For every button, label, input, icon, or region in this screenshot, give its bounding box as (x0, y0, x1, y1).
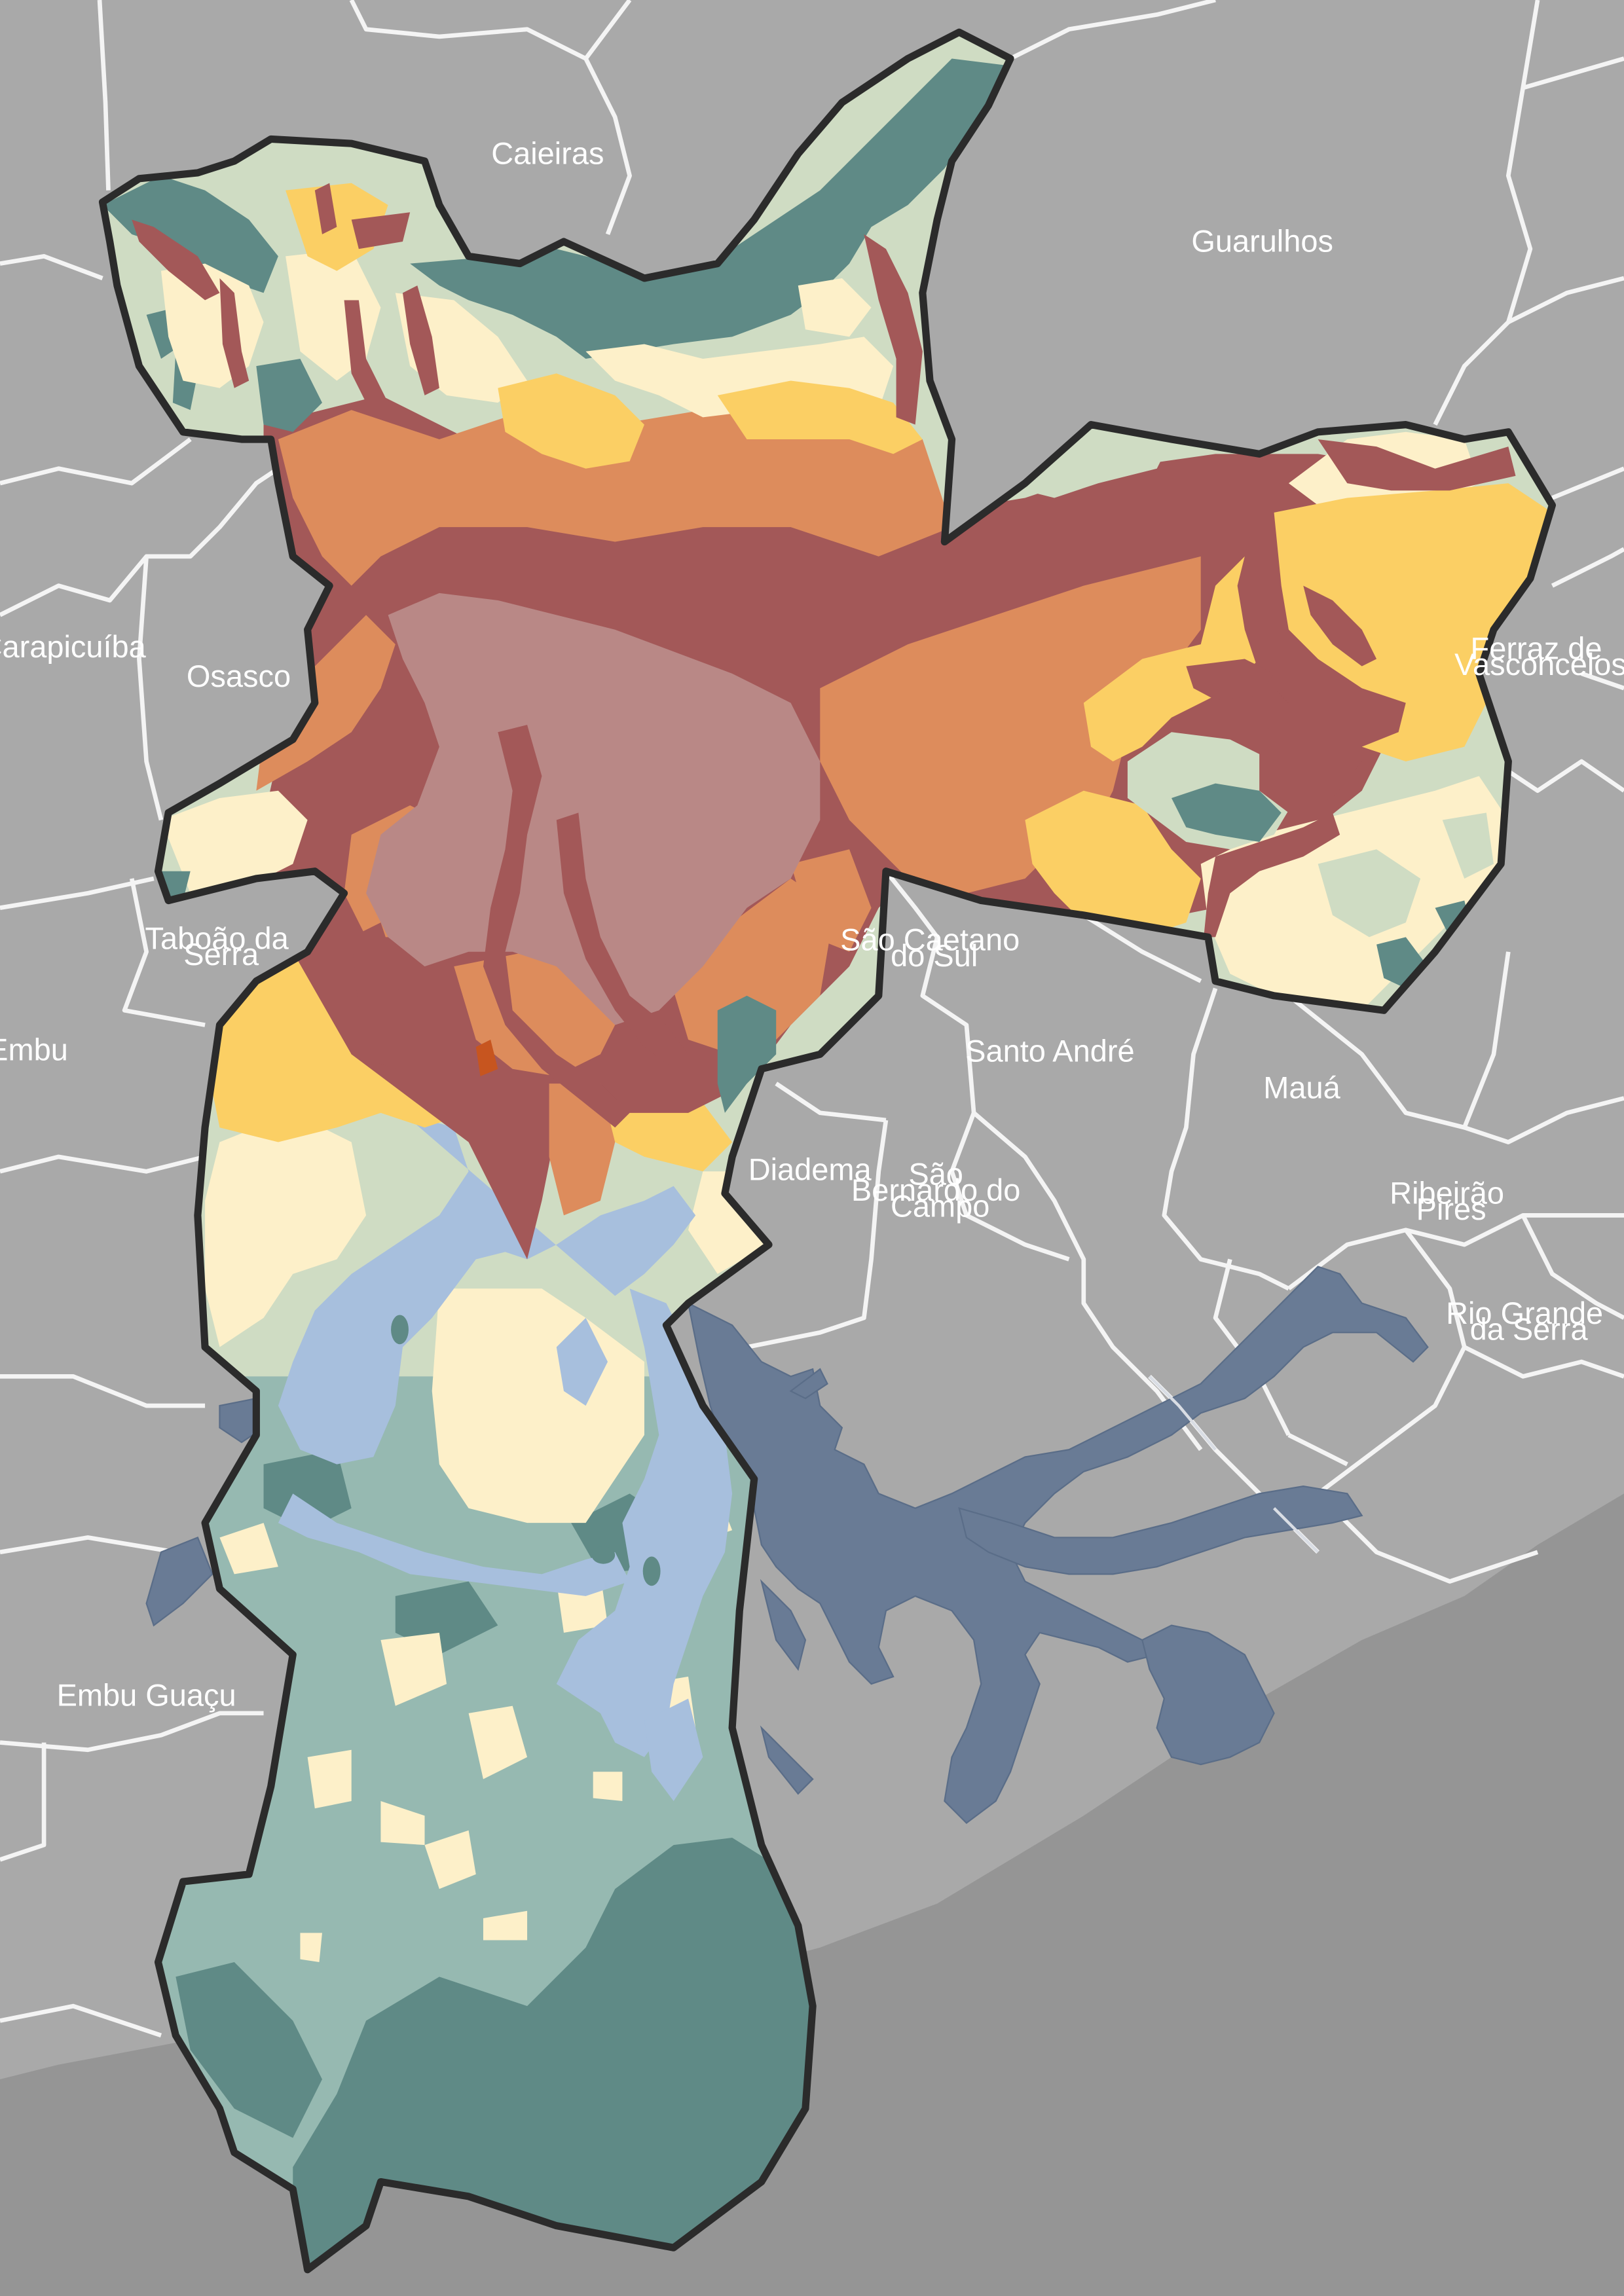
reservoir-crossings (1148, 1375, 1320, 1554)
label-santo-andre: Santo André (965, 1034, 1134, 1068)
label-embu-guacu: Embu Guaçu (57, 1678, 236, 1713)
label-sao-bernardo-do-campo: São Bernardo do Campo (851, 1156, 1029, 1223)
billings-reservoir (145, 1266, 1429, 1825)
label-taboao-da-serra: Taboão da Serra (145, 920, 297, 972)
label-sao-caetano-do-sul: São Caetano do Sul (840, 922, 1028, 974)
label-guarulhos: Guarulhos (1191, 224, 1333, 259)
label-ribeirao-pires: Ribeirão Pires (1390, 1175, 1513, 1226)
label-maua: Mauá (1263, 1070, 1340, 1104)
sao-paulo-city-outline (98, 28, 1557, 2274)
label-embu: Embu (0, 1032, 68, 1066)
label-ferraz-de-vasconcelos: Ferraz de Vasconcelos (1454, 630, 1624, 682)
label-diadema: Diadema (748, 1152, 872, 1187)
label-carapicuiba: Carapicuíba (0, 629, 147, 664)
municipality-labels: Caieiras Guarulhos Carapicuíba Osasco Fe… (0, 136, 1624, 1712)
label-rio-grande-da-serra: Rio Grande da Serra (1446, 1296, 1612, 1347)
municipal-boundaries (0, 0, 1624, 2038)
label-caieiras: Caieiras (491, 136, 604, 170)
label-osasco: Osasco (187, 659, 291, 693)
